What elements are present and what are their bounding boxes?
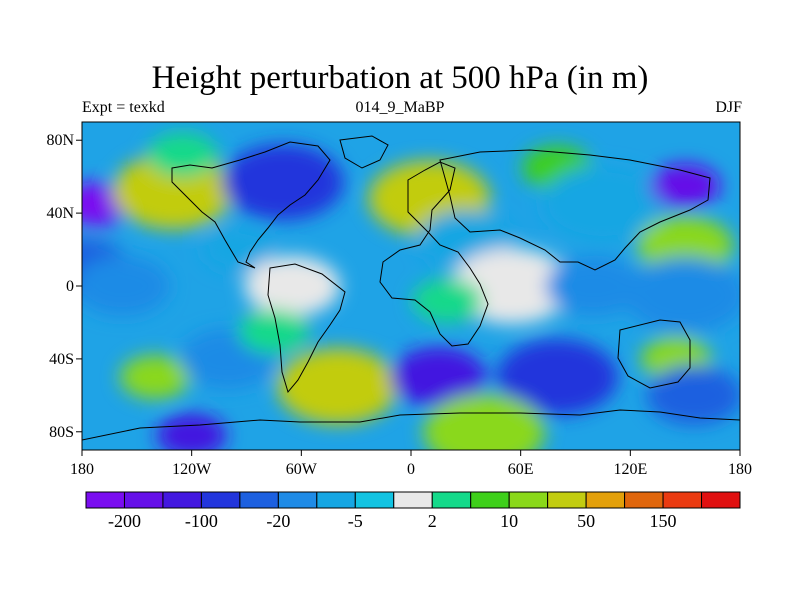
season-label: DJF (715, 99, 742, 116)
lon-label-5: 120E (613, 461, 647, 478)
colorbar-swatch-0 (85, 491, 125, 509)
colorbar-swatch-10 (470, 491, 510, 509)
lon-label-2: 60W (286, 461, 318, 478)
field-feature-25 (646, 365, 740, 426)
colorbar-label-1: -100 (185, 511, 218, 531)
field-feature-22 (390, 347, 487, 408)
colorbar-label-4: 2 (428, 511, 437, 531)
coast-south-america (267, 263, 346, 394)
colorbar: -200 -100 -20 -5 2 10 50 150 (85, 491, 741, 531)
colorbar-label-6: 50 (577, 511, 595, 531)
colorbar-swatch-13 (585, 491, 626, 509)
field-feature-4 (82, 256, 171, 316)
coast-north-america (171, 141, 331, 269)
coast-asia (439, 149, 711, 271)
colorbar-label-7: 150 (650, 511, 677, 531)
colorbar-swatch-1 (123, 491, 164, 509)
field-feature-7 (244, 256, 341, 316)
colorbar-swatch-9 (431, 491, 472, 509)
field-feature-12 (412, 278, 483, 323)
colorbar-swatch-12 (547, 491, 587, 509)
latitude-axis: 80N 40N 0 40S 80S (46, 132, 82, 441)
lat-label-1: 40N (46, 205, 74, 222)
coast-greenland (339, 135, 389, 169)
field-feature-15 (649, 163, 721, 208)
colorbar-swatch-4 (239, 491, 279, 509)
lat-label-3: 40S (49, 351, 74, 368)
field-feature-5 (222, 144, 344, 221)
contour-field (82, 122, 740, 450)
field-feature-6 (202, 227, 273, 272)
colorbar-swatch-16 (701, 491, 741, 509)
field-feature-13 (545, 256, 642, 316)
colorbar-swatch-8 (393, 491, 433, 509)
colorbar-swatch-5 (277, 491, 318, 509)
lon-label-1: 120W (172, 461, 212, 478)
field-feature-21 (238, 309, 310, 354)
lon-label-4: 60E (508, 461, 534, 478)
colorbar-swatch-2 (162, 491, 202, 509)
colorbar-label-2: -20 (266, 511, 290, 531)
coast-africa-europe (379, 161, 489, 347)
field-feature-14 (542, 166, 664, 242)
coastlines (82, 135, 740, 441)
map-title: Height perturbation at 500 hPa (in m) (151, 60, 649, 96)
lat-label-4: 80S (49, 424, 74, 441)
lat-label-0: 80N (46, 132, 74, 149)
colorbar-swatch-14 (624, 491, 664, 509)
colorbar-swatch-6 (316, 491, 356, 509)
colorbar-label-3: -5 (348, 511, 363, 531)
field-feature-18 (119, 355, 191, 400)
lon-label-6: 180 (728, 461, 752, 478)
field-feature-3 (147, 132, 218, 177)
colorbar-label-0: -200 (108, 511, 141, 531)
lon-label-0: 180 (70, 461, 94, 478)
colorbar-swatch-11 (508, 491, 549, 509)
lat-label-2: 0 (66, 278, 74, 295)
colorbar-swatch-15 (662, 491, 703, 509)
field-feature-26 (423, 393, 545, 450)
field-feature-27 (156, 413, 227, 450)
field-feature-20 (277, 348, 399, 425)
coast-antarctica (82, 409, 740, 441)
experiment-label: Expt = texkd (82, 99, 165, 116)
colorbar-swatch-3 (200, 491, 241, 509)
field-feature-17 (624, 257, 740, 334)
field-feature-23 (496, 339, 619, 416)
colorbar-label-5: 10 (500, 511, 518, 531)
period-label: 014_9_MaBP (355, 99, 445, 116)
lon-label-3: 0 (407, 461, 415, 478)
colorbar-swatch-7 (354, 491, 395, 509)
coast-australia (617, 319, 691, 389)
longitude-axis: 180 120W 60W 0 60E 120E 180 (70, 450, 752, 478)
